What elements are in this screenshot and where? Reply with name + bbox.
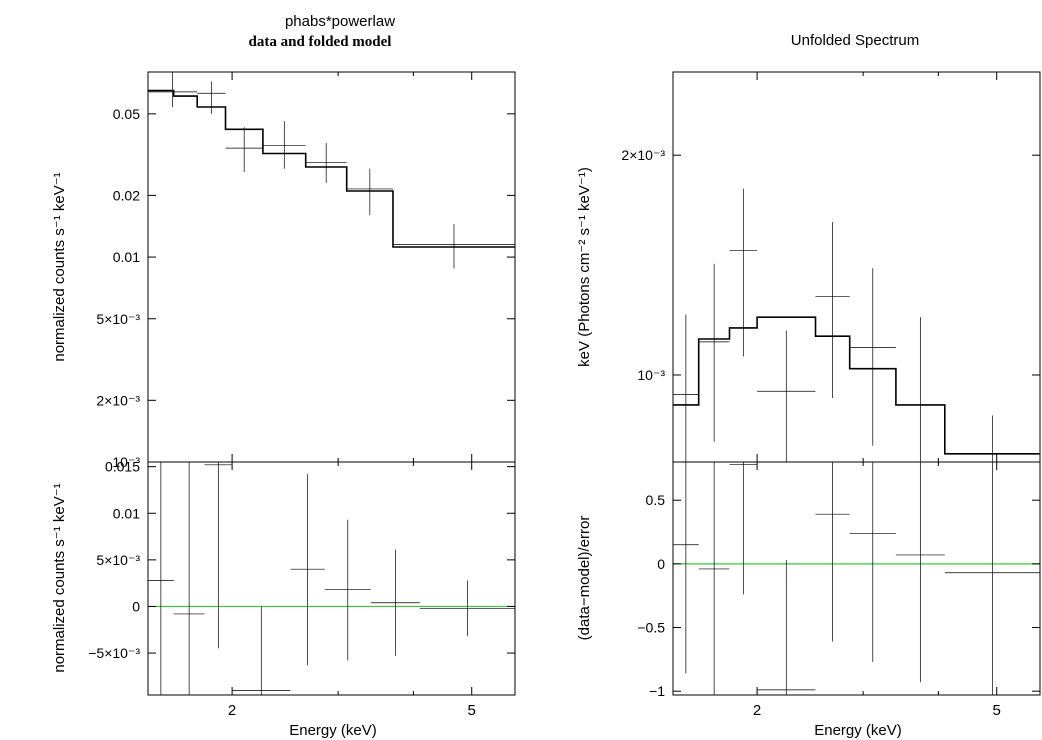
x-tick-label: 2 [753, 702, 761, 719]
y-tick-label: 10⁻³ [637, 367, 665, 383]
panel-left-bottom-content: 0.015 0.01 5×10⁻³ 0 −5×10⁻³ 2 5 [88, 459, 515, 719]
y-tick-label: 5×10⁻³ [96, 311, 140, 327]
panel-right-bottom: 0.5 0 −0.5 −1 2 5 (data−model)/error Energy (… [576, 461, 1041, 739]
model-step-line [673, 316, 1040, 455]
y-tick-label: 0.02 [113, 187, 140, 203]
y-tick-label: −0.5 [637, 620, 665, 636]
data-point-4 [815, 222, 850, 398]
data-point-3 [757, 330, 816, 462]
y-tick-label: 0.01 [113, 505, 140, 521]
data-point-2 [729, 462, 758, 595]
data-point-5 [849, 268, 896, 446]
data-point-6 [895, 317, 945, 462]
y-tick-label: 2×10⁻³ [96, 392, 140, 408]
panel-right-top-content: 2×10⁻³ 10⁻³ [621, 72, 1040, 463]
data-point-3 [262, 121, 306, 169]
model-step-line [148, 89, 515, 248]
panel-right-bottom-xlabel: Energy (keV) [814, 722, 902, 739]
y-tick-label: 0 [657, 556, 665, 572]
data-point-3 [232, 606, 291, 695]
panel-left-bottom-xlabel: Energy (keV) [289, 722, 377, 739]
panel-left-top: 0.05 0.02 0.01 5×10⁻³ 2×10⁻³ 10⁻³ normalized … [51, 71, 516, 470]
x-tick-label: 5 [468, 702, 476, 719]
data-point-0 [148, 462, 174, 695]
panel-right-bottom-content: 0.5 0 −0.5 −1 2 5 [637, 462, 1040, 719]
data-point-0 [673, 462, 699, 674]
data-point-5 [849, 462, 896, 662]
data-point-3 [757, 560, 816, 695]
data-point-6 [895, 462, 945, 683]
panel-left-bottom-frame [147, 461, 516, 696]
y-tick-label: 2×10⁻³ [621, 147, 665, 163]
panel-right-top-ylabel: keV (Photons cm⁻² s⁻¹ keV⁻¹) [576, 167, 593, 367]
x-tick-label: 5 [993, 702, 1001, 719]
panel-right-top: 2×10⁻³ 10⁻³ keV (Photons cm⁻² s⁻¹ keV⁻¹) [576, 71, 1041, 463]
data-point-4 [815, 462, 850, 642]
panel-left-bottom: 0.015 0.01 5×10⁻³ 0 −5×10⁻³ 2 5 normalized cou… [51, 459, 516, 739]
data-point-4 [305, 143, 347, 183]
data-point-1 [698, 263, 730, 442]
data-point-7 [944, 415, 1040, 463]
left-chart-title: phabs*powerlaw [285, 13, 395, 30]
y-tick-label: 10⁻³ [112, 454, 140, 470]
y-tick-label: 0.01 [113, 249, 140, 265]
panel-right-top-frame [672, 71, 1041, 463]
panel-left-top-ylabel: normalized counts s⁻¹ keV⁻¹ [51, 172, 68, 361]
y-tick-label: 0.5 [646, 492, 666, 508]
x-tick-label: 2 [228, 702, 236, 719]
data-point-6 [392, 224, 515, 269]
data-point-7 [944, 462, 1040, 695]
panel-right-bottom-frame [672, 461, 1041, 696]
data-point-2 [204, 462, 233, 649]
data-point-1 [173, 462, 205, 695]
data-point-0 [148, 72, 198, 107]
data-point-7 [419, 580, 515, 637]
data-point-6 [370, 549, 420, 656]
data-point-5 [346, 168, 393, 216]
y-tick-label: 5×10⁻³ [96, 552, 140, 568]
left-chart-subtitle: data and folded model [249, 34, 392, 50]
data-point-5 [324, 519, 371, 661]
data-point-1 [197, 81, 226, 114]
panel-right-bottom-ylabel: (data−model)/error [576, 516, 593, 641]
right-chart-title: Unfolded Spectrum [791, 32, 919, 49]
panel-left-bottom-ylabel: normalized counts s⁻¹ keV⁻¹ [51, 483, 68, 672]
y-tick-label: 0.015 [105, 459, 140, 475]
panel-left-top-content: 0.05 0.02 0.01 5×10⁻³ 2×10⁻³ 10⁻³ [96, 72, 515, 470]
y-tick-label: 0.05 [113, 106, 140, 122]
y-tick-label: 0 [132, 598, 140, 614]
data-point-2 [225, 127, 263, 173]
y-tick-label: −5×10⁻³ [88, 645, 140, 661]
y-tick-label: −1 [649, 683, 665, 699]
data-point-0 [673, 314, 699, 462]
data-point-1 [698, 462, 730, 695]
data-point-2 [729, 188, 758, 357]
data-point-4 [290, 474, 325, 666]
panel-left-top-frame [147, 71, 516, 463]
